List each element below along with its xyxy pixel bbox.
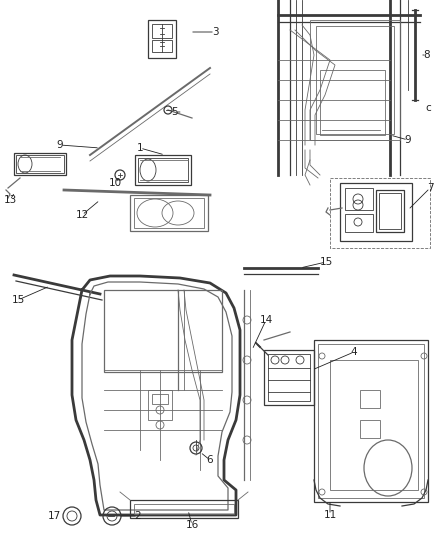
- Bar: [152, 394, 168, 404]
- Text: 11: 11: [323, 510, 337, 520]
- Text: 15: 15: [319, 257, 332, 267]
- Bar: [16, 155, 64, 173]
- Text: 7: 7: [427, 183, 433, 193]
- Text: 8: 8: [424, 50, 430, 60]
- Bar: [148, 390, 172, 420]
- Bar: [104, 290, 222, 372]
- Text: 17: 17: [47, 511, 60, 521]
- Bar: [268, 354, 310, 401]
- Bar: [148, 20, 176, 58]
- Bar: [152, 40, 172, 52]
- Text: 15: 15: [11, 295, 25, 305]
- Bar: [134, 504, 234, 514]
- Text: 6: 6: [207, 455, 213, 465]
- Text: 16: 16: [185, 520, 198, 530]
- Text: 5: 5: [172, 107, 178, 117]
- Bar: [310, 20, 400, 140]
- Text: 14: 14: [259, 315, 272, 325]
- Text: 1: 1: [137, 143, 143, 153]
- Text: 9: 9: [57, 140, 64, 150]
- Text: 9: 9: [405, 135, 411, 145]
- Text: 10: 10: [109, 178, 122, 188]
- Text: 4: 4: [351, 347, 357, 357]
- Bar: [360, 390, 380, 408]
- Bar: [314, 340, 428, 502]
- Bar: [330, 178, 430, 248]
- Text: 2: 2: [135, 511, 141, 521]
- Bar: [135, 155, 191, 185]
- Bar: [360, 420, 380, 438]
- Bar: [138, 158, 188, 182]
- Text: 13: 13: [4, 195, 17, 205]
- Text: 3: 3: [212, 27, 218, 37]
- Bar: [130, 500, 238, 518]
- Bar: [318, 344, 424, 498]
- Bar: [134, 198, 204, 228]
- Bar: [379, 193, 401, 229]
- Bar: [320, 70, 385, 135]
- Bar: [376, 190, 404, 232]
- Bar: [345, 214, 373, 232]
- Bar: [152, 24, 172, 38]
- Bar: [330, 360, 418, 490]
- Bar: [345, 188, 373, 210]
- Text: 12: 12: [75, 210, 88, 220]
- Text: c: c: [425, 103, 431, 113]
- Bar: [316, 26, 394, 134]
- Bar: [130, 195, 208, 231]
- Bar: [14, 153, 66, 175]
- Bar: [340, 183, 412, 241]
- Bar: [264, 350, 314, 405]
